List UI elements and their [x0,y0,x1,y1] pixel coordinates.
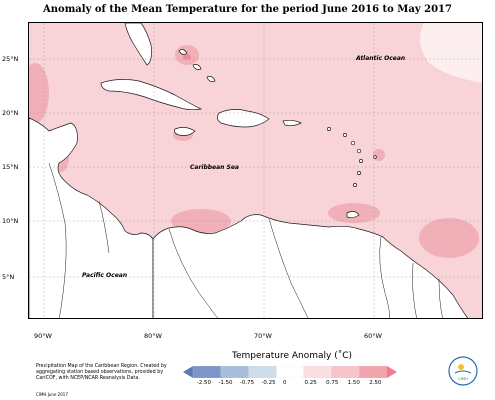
legend-cell [275,366,305,378]
land-lesser-antilles-1 [327,127,331,131]
lat-label-20n: 20°N [2,109,19,117]
anomaly-warm-atlantic-se [419,218,479,258]
land-florida [124,23,152,66]
map-caption: Precipitation Map of the Caribbean Regio… [36,364,167,381]
legend-cell [248,366,277,378]
map-title: Anomaly of the Mean Temperature for the … [43,4,452,15]
map-footnote: CIMH June 2017 [36,392,68,397]
legend-tick-label: 0.25 [304,380,317,386]
legend-tick-label: -0.75 [239,380,255,386]
border-4 [268,218,309,318]
border-2 [98,200,110,254]
map-gridlines [29,23,482,318]
land-lesser-antilles-4 [356,148,362,154]
border-3 [168,228,218,318]
land-trinidad [346,211,360,219]
legend-cell [303,366,333,378]
land-cuba [100,79,203,111]
anomaly-light-patch [420,23,482,83]
border-1 [48,162,67,318]
land-bahamas-3 [206,76,216,82]
land-south-america [152,214,469,318]
anomaly-map [29,23,482,318]
lat-label-25n: 25°N [2,55,19,63]
legend-tick-label: -0.25 [261,380,276,386]
legend-tick-label: 0 [283,380,287,386]
legend-cell [359,366,388,378]
lat-label-10n: 10°N [2,217,19,225]
legend-tick-label: -2.50 [196,380,211,386]
land-barbados [373,155,377,159]
lon-label-90w: 90°W [34,332,52,340]
legend-title: Temperature Anomaly (˚C) [232,351,353,361]
land-bahamas-2 [192,64,202,70]
legend-tick-label: 0.75 [326,380,339,386]
border-5 [379,236,390,318]
land-jamaica [174,127,196,136]
lon-label-70w: 70°W [254,332,272,340]
border-7 [438,278,443,318]
country-borders [48,162,443,318]
lon-label-60w: 60°W [364,332,382,340]
legend-tick-label: 2.50 [369,380,382,386]
legend-cell [220,366,249,378]
legend-tick-label: 1.50 [347,380,360,386]
land-lesser-antilles-2 [343,133,347,137]
lon-label-80w: 80°W [144,332,162,340]
land-hispaniola [217,109,270,128]
anomaly-warmer-bahamas [183,54,191,60]
legend-tick-label: -1.50 [218,380,233,386]
cimh-logo: CIMH [448,356,478,386]
legend-arrow-right [387,366,397,378]
legend-cell [192,366,222,378]
label-pacific-ocean: Pacific Ocean [82,272,128,279]
map-panel [28,22,483,319]
legend-colorbar [183,366,397,378]
anomaly-warm-lesser-antilles [373,149,385,161]
logo-sun-icon [458,364,464,370]
legend-cells [192,366,388,378]
legend-cell [331,366,360,378]
label-atlantic-ocean: Atlantic Ocean [356,55,406,62]
border-6 [412,262,417,318]
label-caribbean-sea: Caribbean Sea [190,164,239,171]
logo-text: CIMH [458,377,468,381]
land-central-america [29,117,154,318]
land-puerto-rico [282,119,302,127]
logo-wave-icon [454,370,472,374]
land-lesser-antilles-3 [350,140,356,146]
land-lesser-antilles-6 [357,171,361,175]
land-masses [29,23,469,318]
land-bahamas-1 [178,49,188,55]
land-lesser-antilles-5 [359,159,363,163]
legend-arrow-left [183,366,193,378]
land-lesser-antilles-7 [353,183,357,187]
lat-label-15n: 15°N [2,163,19,171]
lat-label-5n: 5°N [2,273,15,281]
